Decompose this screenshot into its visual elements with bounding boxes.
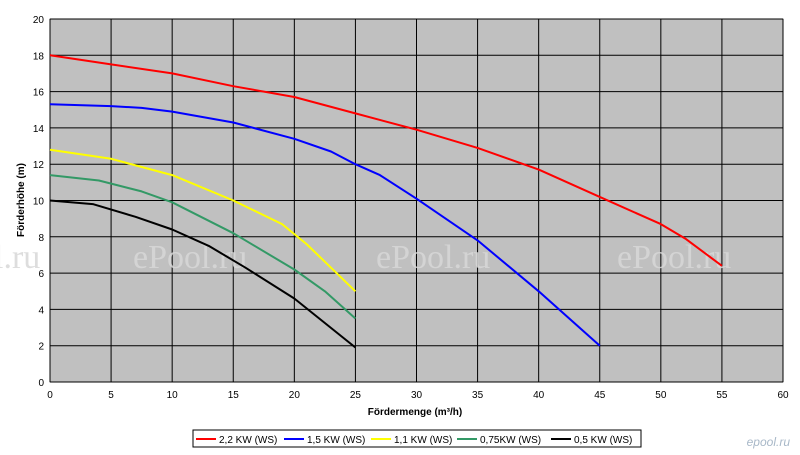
series-line-4 bbox=[49, 199, 357, 349]
x-tick-label: 35 bbox=[472, 390, 484, 401]
tick-labels: 0 5 10 15 20 25 30 35 40 45 50 55 60 0 2 4 6 8 10 12 14 16 18 2… bbox=[33, 15, 789, 401]
y-tick-label: 2 bbox=[38, 342, 44, 353]
x-tick-label: 55 bbox=[716, 390, 728, 401]
y-tick-label: 10 bbox=[33, 197, 45, 208]
legend-box bbox=[192, 429, 642, 448]
y-tick-label: 18 bbox=[33, 51, 45, 62]
legend-label: 0,75KW (WS) bbox=[480, 435, 541, 446]
x-tick-label: 45 bbox=[594, 390, 606, 401]
series-line-3 bbox=[49, 174, 357, 320]
y-tick-label: 4 bbox=[38, 305, 44, 316]
site-logo: epool.ru bbox=[747, 435, 791, 449]
y-tick-label: 14 bbox=[33, 124, 45, 135]
legend-label: 0,5 KW (WS) bbox=[574, 435, 632, 446]
watermark-text: ePool.ru bbox=[376, 239, 490, 276]
y-tick-label: 16 bbox=[33, 88, 45, 99]
x-tick-label: 0 bbox=[47, 390, 53, 401]
y-tick-label: 0 bbox=[38, 378, 44, 389]
series-line-0 bbox=[49, 54, 723, 267]
series-lines bbox=[49, 54, 723, 349]
x-tick-label: 10 bbox=[167, 390, 179, 401]
x-tick-label: 50 bbox=[655, 390, 667, 401]
legend-label: 1,5 KW (WS) bbox=[307, 435, 365, 446]
y-axis-label: Förderhöhe (m) bbox=[16, 163, 27, 237]
x-tick-label: 30 bbox=[411, 390, 423, 401]
y-tick-label: 12 bbox=[33, 160, 45, 171]
x-tick-label: 60 bbox=[777, 390, 789, 401]
legend-label: 2,2 KW (WS) bbox=[219, 435, 277, 446]
series-line-1 bbox=[49, 103, 601, 347]
y-tick-label: 20 bbox=[33, 15, 45, 26]
x-tick-label: 5 bbox=[108, 390, 114, 401]
x-tick-label: 20 bbox=[289, 390, 301, 401]
grid-lines bbox=[49, 18, 784, 383]
legend: 2,2 KW (WS) 1,5 KW (WS) 1,1 KW (WS) 0,75KW … bbox=[192, 429, 642, 448]
x-tick-label: 25 bbox=[350, 390, 362, 401]
y-tick-label: 8 bbox=[38, 233, 44, 244]
watermark-text-clipped: l.ru bbox=[0, 239, 40, 276]
y-tick-label: 6 bbox=[38, 269, 44, 280]
watermark: l.ru ePool.ru ePool.ru ePool.ru bbox=[0, 239, 731, 276]
watermark-text: ePool.ru bbox=[617, 239, 731, 276]
legend-label: 1,1 KW (WS) bbox=[394, 435, 452, 446]
x-axis-label: Fördermenge (m³/h) bbox=[368, 407, 462, 418]
series-line-2 bbox=[49, 148, 357, 293]
x-tick-label: 15 bbox=[228, 390, 240, 401]
x-tick-label: 40 bbox=[533, 390, 545, 401]
